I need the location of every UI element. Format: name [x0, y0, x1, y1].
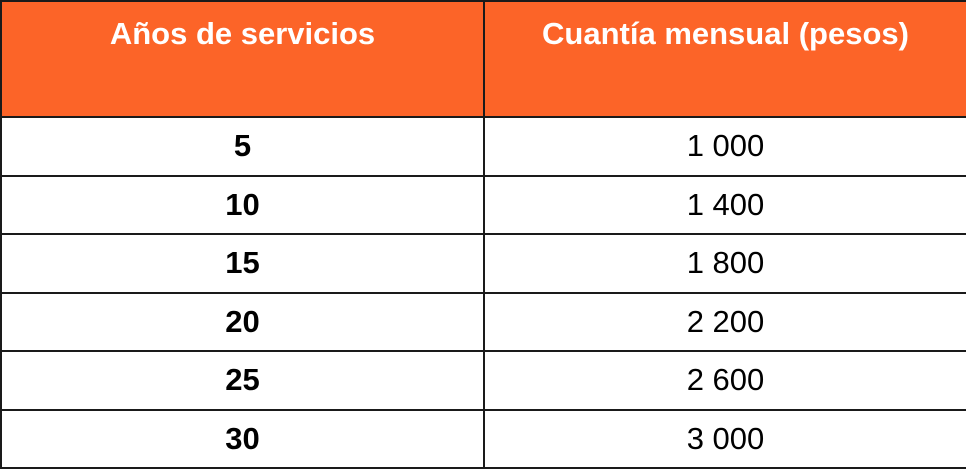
years-cell: 20 [0, 291, 485, 352]
table-row: 25 2 600 [0, 350, 966, 411]
years-cell: 10 [0, 174, 485, 235]
amount-cell: 1 800 [483, 233, 966, 294]
years-cell: 15 [0, 233, 485, 294]
header-years-of-service: Años de servicios [0, 0, 485, 118]
table-header: Años de servicios Cuantía mensual (pesos… [0, 0, 966, 118]
table-row: 15 1 800 [0, 233, 966, 294]
amount-cell: 2 200 [483, 291, 966, 352]
amount-cell: 2 600 [483, 350, 966, 411]
amount-cell: 1 400 [483, 174, 966, 235]
table-row: 5 1 000 [0, 116, 966, 177]
years-cell: 25 [0, 350, 485, 411]
table-row: 10 1 400 [0, 174, 966, 235]
years-cell: 5 [0, 116, 485, 177]
years-cell: 30 [0, 408, 485, 469]
table-body: 5 1 000 10 1 400 15 1 800 20 2 200 25 2 … [0, 116, 966, 469]
header-row: Años de servicios Cuantía mensual (pesos… [0, 0, 966, 118]
header-monthly-amount: Cuantía mensual (pesos) [483, 0, 966, 118]
amount-cell: 1 000 [483, 116, 966, 177]
table-row: 20 2 200 [0, 291, 966, 352]
amount-cell: 3 000 [483, 408, 966, 469]
table-row: 30 3 000 [0, 408, 966, 469]
